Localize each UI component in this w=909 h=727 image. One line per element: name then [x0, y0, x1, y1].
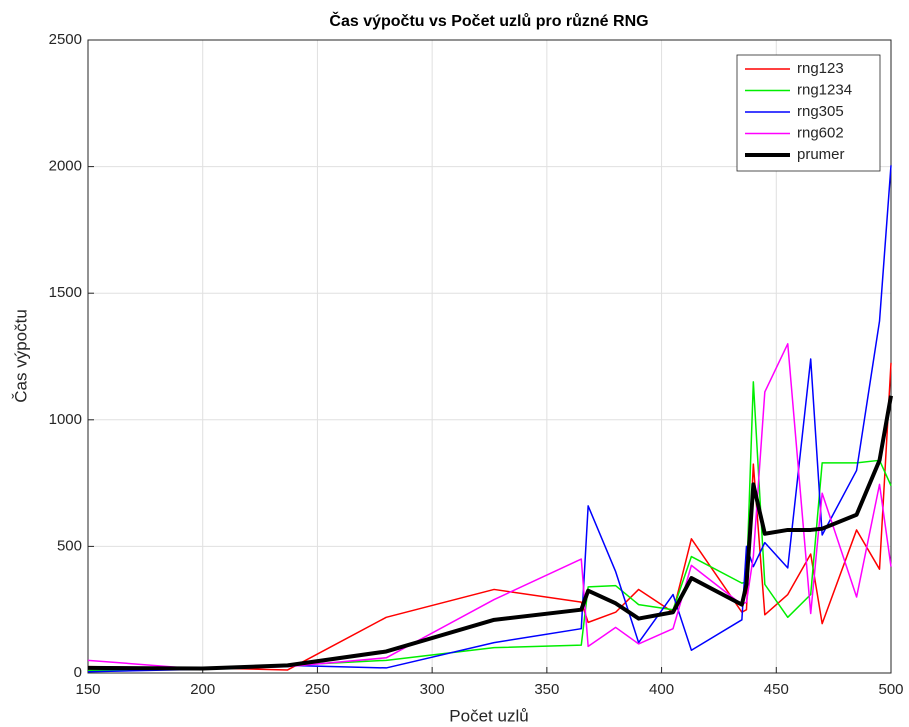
series-line — [87, 395, 893, 671]
legend-label: prumer — [797, 146, 845, 163]
legend-label: rng123 — [797, 60, 844, 77]
y-tick-label: 2000 — [49, 158, 82, 175]
series-line — [87, 165, 892, 673]
y-tick-label: 1000 — [49, 411, 82, 428]
legend-label: rng1234 — [797, 81, 852, 98]
y-axis-label: Čas výpočtu — [11, 309, 30, 403]
series-line — [87, 362, 892, 671]
x-tick-label: 250 — [305, 681, 330, 698]
x-tick-label: 150 — [75, 681, 100, 698]
series-line — [87, 343, 892, 670]
x-axis-label: Počet uzlů — [449, 706, 528, 725]
y-tick-label: 0 — [74, 664, 82, 681]
legend-box — [736, 54, 881, 172]
x-tick-label: 450 — [764, 681, 789, 698]
chart-title: Čas výpočtu vs Počet uzlů pro různé RNG — [329, 11, 648, 30]
axes-box — [87, 39, 892, 674]
legend-label: rng602 — [797, 124, 844, 141]
x-tick-label: 300 — [420, 681, 445, 698]
series-line — [87, 381, 892, 672]
y-tick-label: 500 — [57, 537, 82, 554]
y-tick-label: 2500 — [49, 31, 82, 48]
x-tick-label: 200 — [190, 681, 215, 698]
x-tick-label: 350 — [534, 681, 559, 698]
legend-label: rng305 — [797, 103, 844, 120]
y-tick-label: 1500 — [49, 284, 82, 301]
x-tick-label: 400 — [649, 681, 674, 698]
x-tick-label: 500 — [878, 681, 903, 698]
